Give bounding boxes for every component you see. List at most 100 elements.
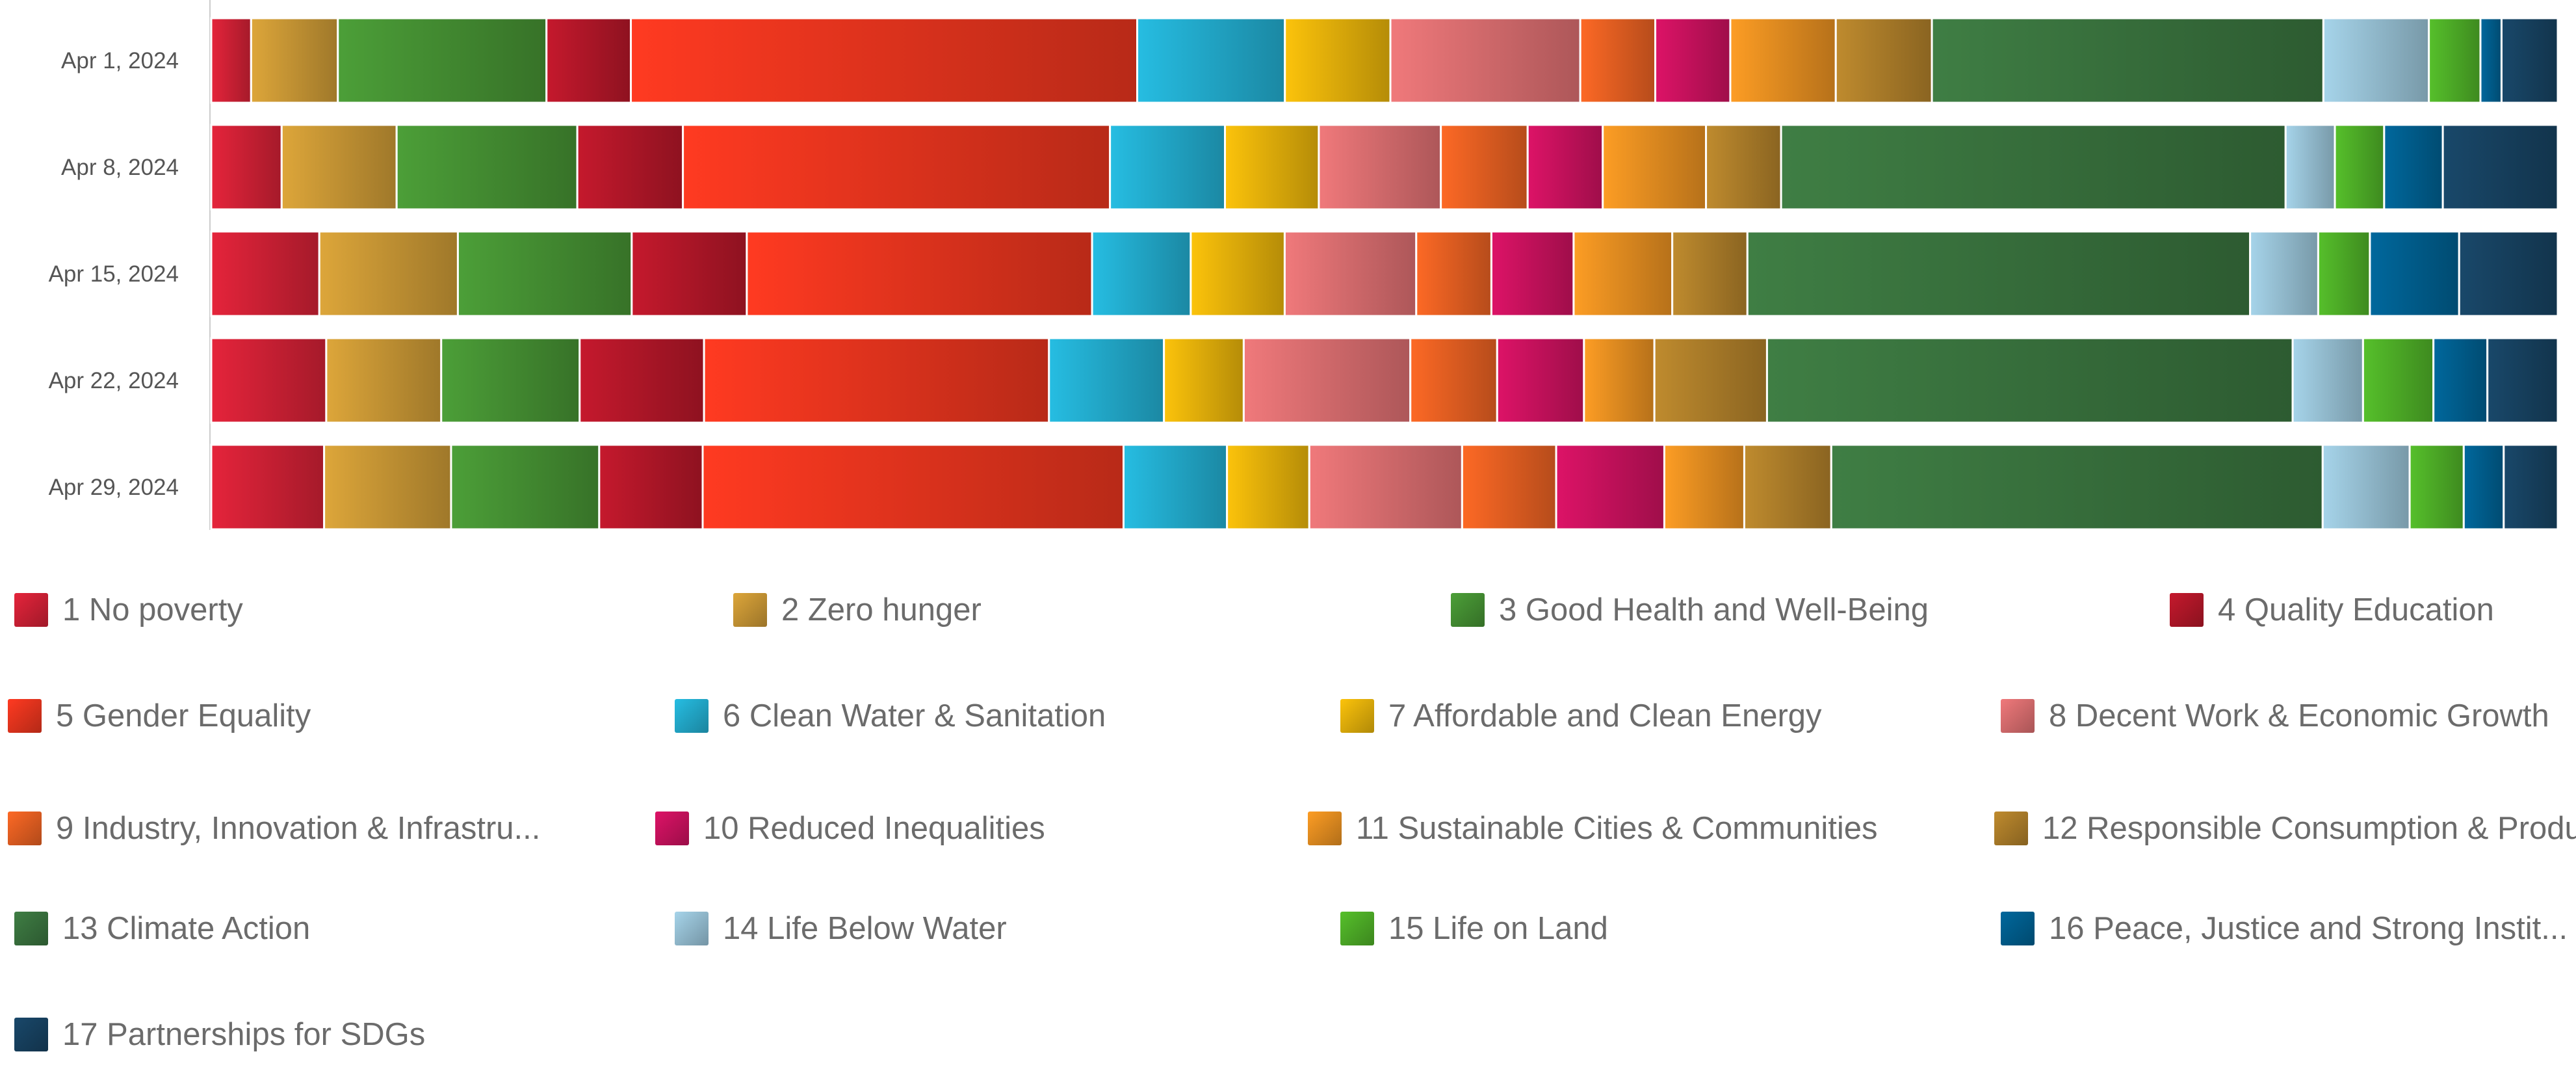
bar-segment[interactable]: 6 Clean Water & Sanitation — Apr 22, 202… (1048, 337, 1165, 424)
bar-segment[interactable]: 8 Decent Work & Economic Growth — Apr 29… (1308, 443, 1463, 531)
bar-segment[interactable]: 11 Sustainable Cities & Communities — Ap… (1663, 443, 1745, 531)
bar-segment[interactable]: 8 Decent Work & Economic Growth — Apr 8,… (1318, 124, 1442, 211)
bar-segment[interactable]: 7 Affordable and Clean Energy — Apr 1, 2… (1284, 17, 1392, 104)
bar-segment[interactable]: 7 Affordable and Clean Energy — Apr 29, … (1226, 443, 1310, 531)
bar-segment[interactable]: 17 Partnerships for SDGs — Apr 22, 2024:… (2486, 337, 2559, 424)
bar-segment[interactable]: 1 No poverty — Apr 8, 2024: 3 (210, 124, 283, 211)
bar-segment[interactable]: 12 Responsible Consumption & Production … (1834, 17, 1933, 104)
bar-segment[interactable]: 12 Responsible Consumption & Production … (1653, 337, 1768, 424)
bar-segment[interactable]: 17 Partnerships for SDGs — Apr 29, 2024:… (2503, 443, 2559, 531)
bar-segment[interactable]: 10 Reduced Inequalities — Apr 8, 2024: 3… (1526, 124, 1604, 211)
legend-item[interactable]: 16 Peace, Justice and Strong Instit... (2001, 909, 2568, 948)
bar-segment[interactable]: 5 Gender Equality — Apr 1, 2024: 21.6 (630, 17, 1139, 104)
bar-segment[interactable]: 15 Life on Land — Apr 29, 2024: 2.3 (2408, 443, 2465, 531)
bar-segment[interactable]: 13 Climate Action — Apr 1, 2024: 16.7 (1931, 17, 2324, 104)
bar-segment[interactable]: 4 Quality Education — Apr 8, 2024: 4.5 (576, 124, 684, 211)
bar-segment[interactable]: 17 Partnerships for SDGs — Apr 15, 2024:… (2458, 230, 2559, 317)
bar-segment[interactable]: 11 Sustainable Cities & Communities — Ap… (1572, 230, 1674, 317)
bar-segment[interactable]: 15 Life on Land — Apr 15, 2024: 2.2 (2317, 230, 2371, 317)
bar-segment[interactable]: 4 Quality Education — Apr 15, 2024: 4.9 (631, 230, 748, 317)
legend-item[interactable]: 13 Climate Action (14, 909, 310, 948)
bar-segment[interactable]: 16 Peace, Justice and Strong Institution… (2462, 443, 2505, 531)
bar-segment[interactable]: 3 Good Health and Well-Being — Apr 29, 2… (450, 443, 601, 531)
legend-item[interactable]: 7 Affordable and Clean Energy (1340, 696, 1822, 735)
bar-segment[interactable]: 5 Gender Equality — Apr 22, 2024: 14.7 (703, 337, 1050, 424)
legend-item[interactable]: 1 No poverty (14, 590, 243, 629)
bar-segment[interactable]: 4 Quality Education — Apr 22, 2024: 5.3 (579, 337, 705, 424)
bar-segment[interactable]: 6 Clean Water & Sanitation — Apr 1, 2024… (1136, 17, 1286, 104)
bar-segment[interactable]: 4 Quality Education — Apr 1, 2024: 3.6 (545, 17, 632, 104)
bar-segment[interactable]: 8 Decent Work & Economic Growth — Apr 1,… (1389, 17, 1581, 104)
bar-segment[interactable]: 12 Responsible Consumption & Production … (1743, 443, 1832, 531)
legend-item[interactable]: 10 Reduced Inequalities (655, 809, 1045, 848)
bar-segment[interactable]: 11 Sustainable Cities & Communities — Ap… (1602, 124, 1708, 211)
legend-item[interactable]: 14 Life Below Water (675, 909, 1007, 948)
bar-segment[interactable]: 3 Good Health and Well-Being — Apr 15, 2… (456, 230, 633, 317)
bar-segment[interactable]: 8 Decent Work & Economic Growth — Apr 22… (1242, 337, 1412, 424)
bar-segment[interactable]: 5 Gender Equality — Apr 8, 2024: 18.2 (682, 124, 1112, 211)
bar-segment[interactable]: 9 Industry, Innovation & Infrastructure … (1409, 337, 1498, 424)
bar-segment[interactable]: 1 No poverty — Apr 15, 2024: 4.6 (210, 230, 320, 317)
bar-segment[interactable]: 9 Industry, Innovation & Infrastructure … (1440, 124, 1529, 211)
bar-segment[interactable]: 7 Affordable and Clean Energy — Apr 15, … (1190, 230, 1286, 317)
bar-segment[interactable]: 1 No poverty — Apr 1, 2024: 1.7 (210, 17, 252, 104)
bar-segment[interactable]: 2 Zero hunger — Apr 29, 2024: 5.4 (323, 443, 452, 531)
bar-segment[interactable]: 14 Life Below Water — Apr 15, 2024: 2.9 (2249, 230, 2319, 317)
bar-segment[interactable]: 16 Peace, Justice and Strong Institution… (2479, 17, 2503, 104)
bar-segment[interactable]: 7 Affordable and Clean Energy — Apr 22, … (1163, 337, 1245, 424)
legend-item[interactable]: 11 Sustainable Cities & Communities (1308, 809, 1878, 848)
bar-segment[interactable]: 2 Zero hunger — Apr 8, 2024: 4.9 (280, 124, 398, 211)
bar-segment[interactable]: 13 Climate Action — Apr 29, 2024: 20.9 (1830, 443, 2324, 531)
bar-segment[interactable]: 12 Responsible Consumption & Production … (1705, 124, 1782, 211)
bar-segment[interactable]: 6 Clean Water & Sanitation — Apr 15, 202… (1091, 230, 1192, 317)
bar-segment[interactable]: 2 Zero hunger — Apr 1, 2024: 3.7 (250, 17, 339, 104)
bar-segment[interactable]: 2 Zero hunger — Apr 15, 2024: 5.9 (318, 230, 459, 317)
bar-segment[interactable]: 8 Decent Work & Economic Growth — Apr 15… (1283, 230, 1418, 317)
bar-segment[interactable]: 15 Life on Land — Apr 1, 2024: 2.2 (2428, 17, 2482, 104)
legend-item[interactable]: 3 Good Health and Well-Being (1451, 590, 1929, 629)
bar-segment[interactable]: 1 No poverty — Apr 29, 2024: 4.8 (210, 443, 326, 531)
bar-segment[interactable]: 10 Reduced Inequalities — Apr 29, 2024: … (1555, 443, 1665, 531)
bar-segment[interactable]: 14 Life Below Water — Apr 22, 2024: 3 (2291, 337, 2364, 424)
bar-segment[interactable]: 9 Industry, Innovation & Infrastructure … (1579, 17, 1657, 104)
bar-segment[interactable]: 1 No poverty — Apr 22, 2024: 4.9 (210, 337, 328, 424)
bar-segment[interactable]: 16 Peace, Justice and Strong Institution… (2432, 337, 2489, 424)
bar-segment[interactable]: 15 Life on Land — Apr 8, 2024: 2.1 (2334, 124, 2386, 211)
bar-segment[interactable]: 3 Good Health and Well-Being — Apr 22, 2… (440, 337, 581, 424)
bar-segment[interactable]: 3 Good Health and Well-Being — Apr 1, 20… (337, 17, 548, 104)
bar-segment[interactable]: 17 Partnerships for SDGs — Apr 8, 2024: … (2441, 124, 2559, 211)
bar-segment[interactable]: 9 Industry, Innovation & Infrastructure … (1415, 230, 1492, 317)
bar-segment[interactable]: 5 Gender Equality — Apr 15, 2024: 14.7 (746, 230, 1093, 317)
bar-segment[interactable]: 13 Climate Action — Apr 22, 2024: 22.4 (1765, 337, 2294, 424)
bar-segment[interactable]: 14 Life Below Water — Apr 1, 2024: 4.5 (2322, 17, 2430, 104)
bar-segment[interactable]: 13 Climate Action — Apr 8, 2024: 21.5 (1780, 124, 2287, 211)
bar-segment[interactable]: 17 Partnerships for SDGs — Apr 1, 2024: … (2500, 17, 2559, 104)
bar-segment[interactable]: 10 Reduced Inequalities — Apr 1, 2024: 3… (1654, 17, 1732, 104)
bar-segment[interactable]: 14 Life Below Water — Apr 29, 2024: 3.7 (2321, 443, 2411, 531)
bar-segment[interactable]: 16 Peace, Justice and Strong Institution… (2383, 124, 2444, 211)
legend-item[interactable]: 9 Industry, Innovation & Infrastru... (8, 809, 540, 848)
legend-item[interactable]: 4 Quality Education (2170, 590, 2494, 629)
bar-segment[interactable]: 7 Affordable and Clean Energy — Apr 8, 2… (1224, 124, 1320, 211)
bar-segment[interactable]: 5 Gender Equality — Apr 29, 2024: 17.9 (701, 443, 1125, 531)
legend-item[interactable]: 17 Partnerships for SDGs (14, 1015, 425, 1054)
bar-segment[interactable]: 9 Industry, Innovation & Infrastructure … (1461, 443, 1557, 531)
legend-item[interactable]: 5 Gender Equality (8, 696, 311, 735)
legend-item[interactable]: 12 Responsible Consumption & Produc... (1994, 809, 2576, 848)
bar-segment[interactable]: 16 Peace, Justice and Strong Institution… (2369, 230, 2460, 317)
legend-item[interactable]: 6 Clean Water & Sanitation (675, 696, 1106, 735)
bar-segment[interactable]: 11 Sustainable Cities & Communities — Ap… (1729, 17, 1837, 104)
legend-item[interactable]: 15 Life on Land (1340, 909, 1608, 948)
bar-segment[interactable]: 2 Zero hunger — Apr 22, 2024: 4.9 (325, 337, 443, 424)
bar-segment[interactable]: 10 Reduced Inequalities — Apr 22, 2024: … (1496, 337, 1585, 424)
bar-segment[interactable]: 11 Sustainable Cities & Communities — Ap… (1583, 337, 1656, 424)
legend-item[interactable]: 2 Zero hunger (733, 590, 982, 629)
bar-segment[interactable]: 12 Responsible Consumption & Production … (1671, 230, 1749, 317)
bar-segment[interactable]: 4 Quality Education — Apr 29, 2024: 4.4 (598, 443, 704, 531)
bar-segment[interactable]: 6 Clean Water & Sanitation — Apr 8, 2024… (1109, 124, 1227, 211)
bar-segment[interactable]: 3 Good Health and Well-Being — Apr 8, 20… (395, 124, 579, 211)
legend-item[interactable]: 8 Decent Work & Economic Growth (2001, 696, 2549, 735)
bar-segment[interactable]: 10 Reduced Inequalities — Apr 15, 2024: … (1490, 230, 1575, 317)
bar-segment[interactable]: 14 Life Below Water — Apr 8, 2024: 2.1 (2284, 124, 2336, 211)
bar-segment[interactable]: 15 Life on Land — Apr 22, 2024: 3 (2361, 337, 2435, 424)
